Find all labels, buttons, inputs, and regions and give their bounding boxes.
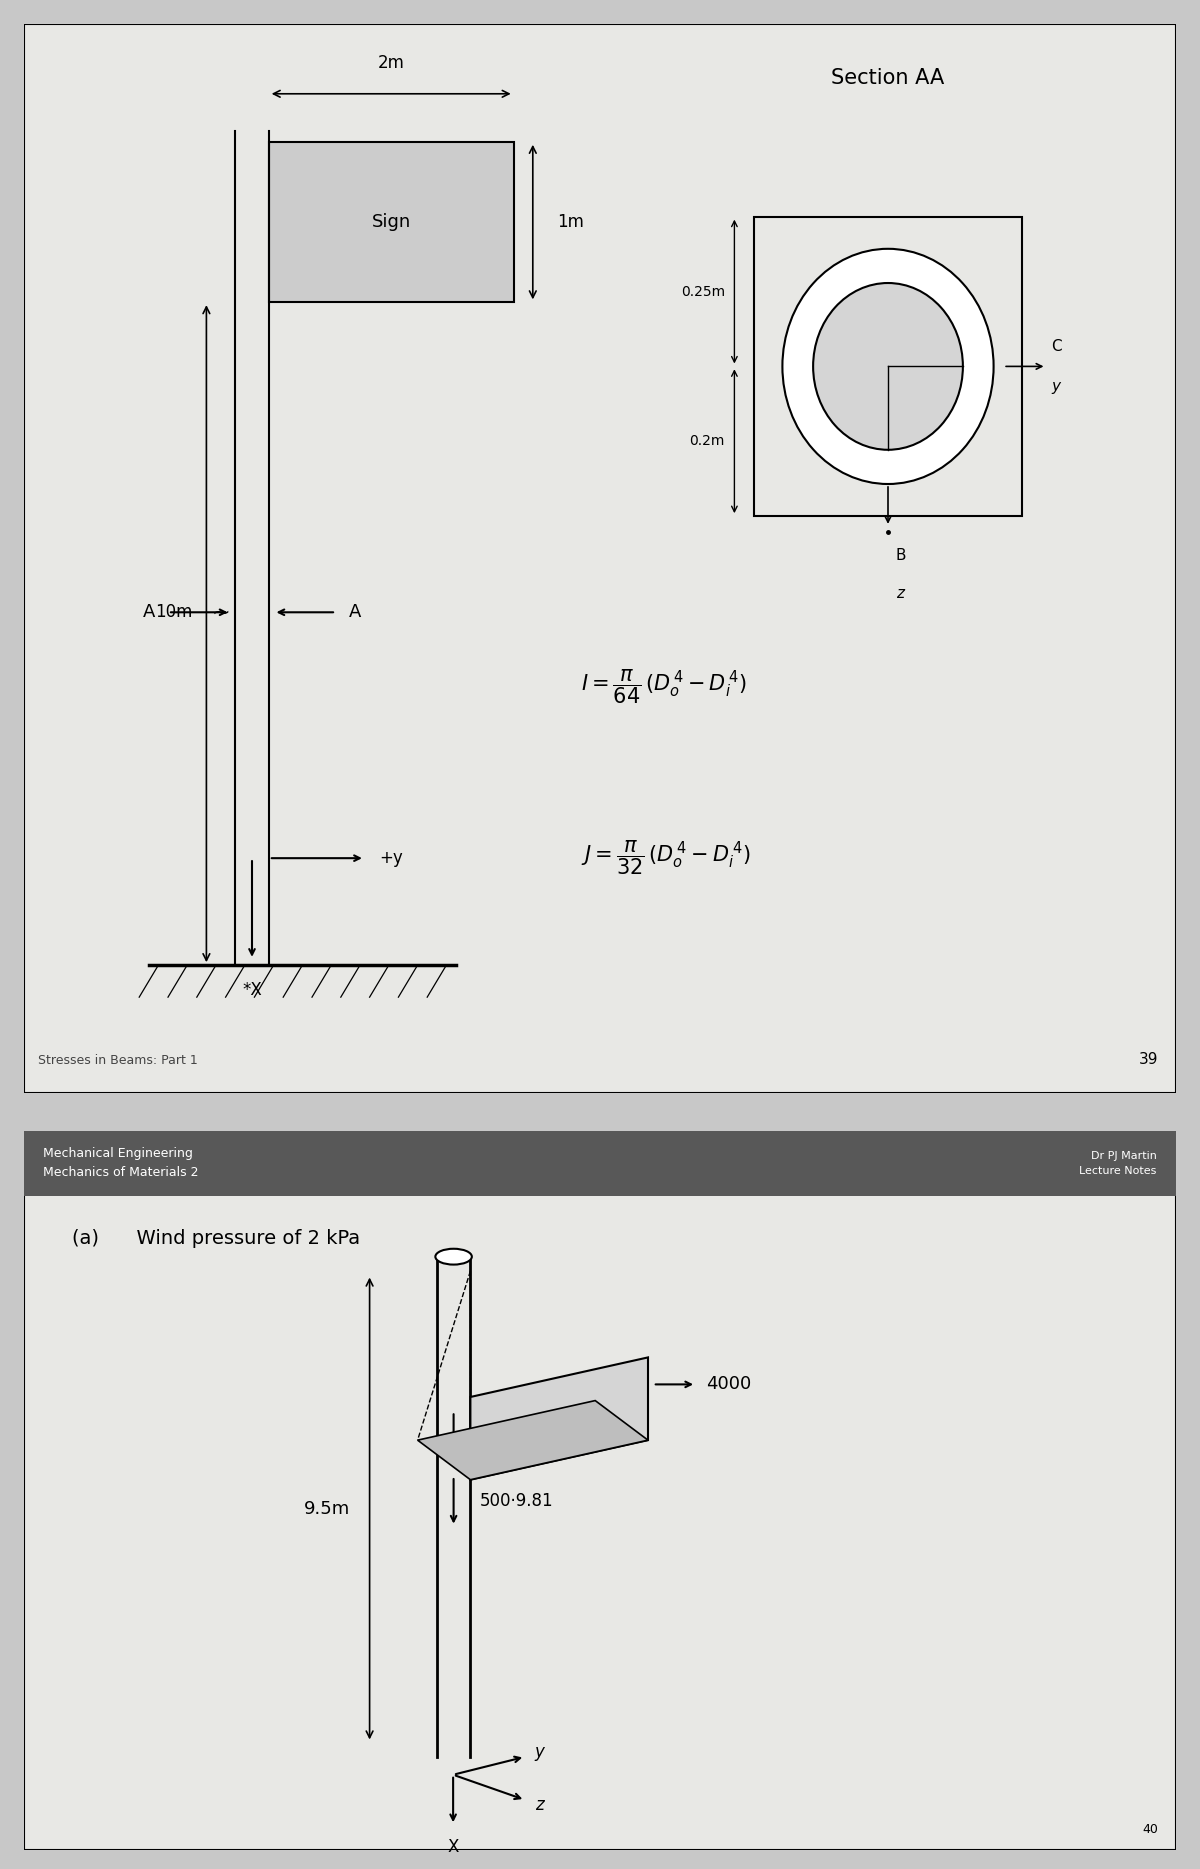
Text: 2m: 2m	[378, 54, 404, 73]
Circle shape	[782, 249, 994, 484]
Text: 1m: 1m	[557, 213, 583, 232]
Text: $J = \dfrac{\pi}{32}\,(D_o^{\,4} - D_i^{\,4})$: $J = \dfrac{\pi}{32}\,(D_o^{\,4} - D_i^{…	[581, 839, 750, 877]
Bar	[24, 1131, 1176, 1196]
Polygon shape	[470, 1357, 648, 1480]
Ellipse shape	[436, 1248, 472, 1265]
Text: 0.25m: 0.25m	[680, 284, 725, 299]
Text: z: z	[895, 585, 904, 600]
Text: Dr PJ Martin
Lecture Notes: Dr PJ Martin Lecture Notes	[1080, 1151, 1157, 1176]
Text: C: C	[1051, 338, 1062, 353]
Text: $I = \dfrac{\pi}{64}\,(D_o^{\,4} - D_i^{\,4})$: $I = \dfrac{\pi}{64}\,(D_o^{\,4} - D_i^{…	[581, 667, 748, 706]
Text: 0.2m: 0.2m	[690, 434, 725, 449]
Text: A: A	[349, 604, 361, 621]
Text: 10m: 10m	[155, 604, 192, 621]
Text: 9.5m: 9.5m	[304, 1499, 350, 1518]
Text: 500·9.81: 500·9.81	[480, 1491, 553, 1510]
Text: B: B	[895, 548, 906, 563]
Bar	[269, 142, 514, 303]
Text: A: A	[143, 604, 155, 621]
Text: y: y	[1051, 379, 1061, 394]
Circle shape	[814, 282, 962, 450]
Polygon shape	[418, 1400, 648, 1480]
Text: Mechanical Engineering
Mechanics of Materials 2: Mechanical Engineering Mechanics of Mate…	[43, 1148, 199, 1179]
Text: 4000: 4000	[706, 1376, 751, 1394]
Text: 39: 39	[1139, 1052, 1159, 1067]
Text: X: X	[448, 1837, 458, 1856]
Text: (a)      Wind pressure of 2 kPa: (a) Wind pressure of 2 kPa	[72, 1230, 360, 1248]
Bar	[754, 217, 1022, 516]
Text: y: y	[535, 1742, 545, 1761]
Text: +y: +y	[379, 849, 403, 867]
Text: ~: ~	[211, 602, 230, 622]
Text: Section AA: Section AA	[832, 67, 944, 88]
Text: z: z	[535, 1796, 544, 1815]
Text: *X: *X	[242, 981, 262, 1000]
Text: Stresses in Beams: Part 1: Stresses in Beams: Part 1	[38, 1054, 198, 1067]
FancyBboxPatch shape	[24, 1131, 1176, 1850]
FancyBboxPatch shape	[24, 24, 1176, 1093]
Text: 40: 40	[1142, 1822, 1159, 1835]
Text: 100·9.81: 100·9.81	[480, 1428, 553, 1445]
Text: Sign: Sign	[372, 213, 410, 232]
